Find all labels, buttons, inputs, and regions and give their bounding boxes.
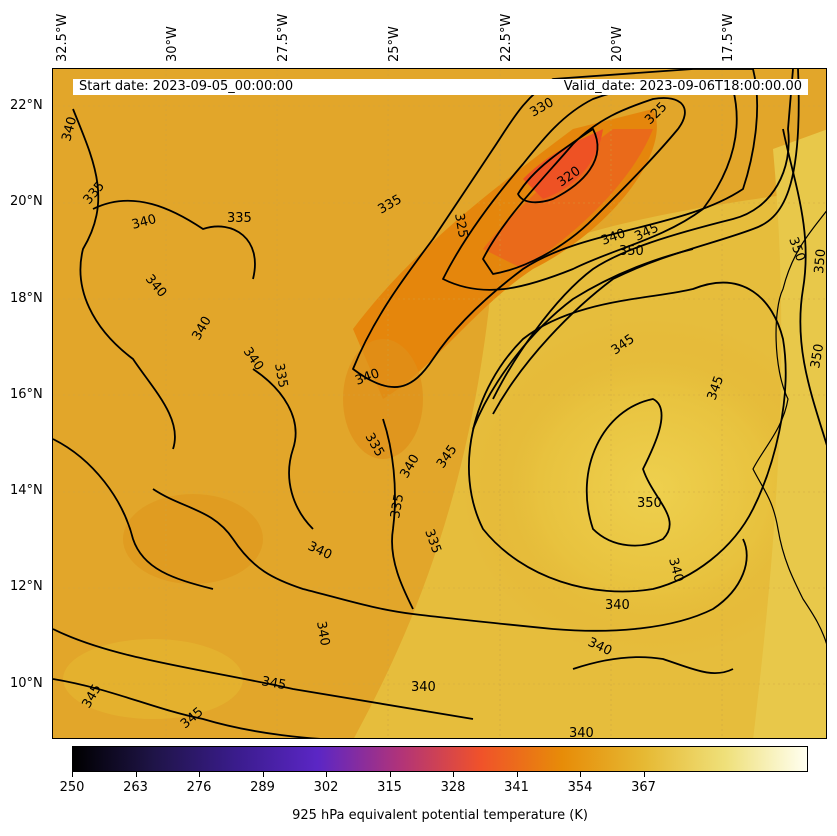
contour-label: 335 xyxy=(227,211,252,226)
colorbar-tick-label: 276 xyxy=(186,780,212,795)
contour-label: 335 xyxy=(271,362,290,389)
contour-350-storm xyxy=(585,398,671,547)
field-patch xyxy=(123,494,263,584)
contour-340-sw xyxy=(53,438,214,590)
contour-label: 350 xyxy=(808,343,827,370)
contour-label: 340 xyxy=(569,726,594,739)
colorbar-tick-label: 367 xyxy=(631,780,656,795)
lon-label-25w: 25°W xyxy=(387,26,402,62)
colorbar-tick-label: 263 xyxy=(123,780,148,795)
colorbar-tick-label: 328 xyxy=(440,780,466,795)
lon-label-30w: 30°W xyxy=(165,26,180,62)
contour-label: 340 xyxy=(665,556,686,584)
contour-350-coast xyxy=(782,128,826,446)
colorbar-tickmark xyxy=(135,772,137,777)
contour-345-south xyxy=(53,628,474,720)
field-coastal-band xyxy=(753,129,826,738)
contour-350-edge xyxy=(472,248,694,430)
contour-label: 350 xyxy=(619,244,644,259)
contour-340-se xyxy=(572,656,734,674)
colorbar-tickmark xyxy=(72,772,73,777)
contour-label: 350 xyxy=(637,496,662,511)
colorbar-tickmark xyxy=(580,772,581,777)
colorbar xyxy=(72,746,808,772)
theta-e-contours xyxy=(53,69,826,738)
contour-335-center xyxy=(382,418,414,610)
contour-325 xyxy=(482,97,686,275)
lon-label-32-5w: 32.5°W xyxy=(55,13,70,62)
lat-label-22n: 22°N xyxy=(10,98,43,113)
lat-label-12n: 12°N xyxy=(10,579,43,594)
colorbar-tick-label: 341 xyxy=(504,780,529,795)
colorbar-tick-label: 250 xyxy=(59,780,85,795)
map-canvas: 320 325 325 330 335 335 335 335 335 335 … xyxy=(53,69,827,739)
colorbar-tick-label: 302 xyxy=(313,780,339,795)
contour-label: 345 xyxy=(260,674,287,693)
lat-label-10n: 10°N xyxy=(10,676,43,691)
contour-340-center xyxy=(252,368,314,530)
field-min-core xyxy=(523,129,603,199)
contour-label: 335 xyxy=(388,493,407,520)
contour-label: 350 xyxy=(812,248,827,274)
contour-345-bottom xyxy=(53,678,322,738)
contour-345-storm xyxy=(468,281,787,593)
contour-340-west xyxy=(72,108,176,450)
valid-date-label: Valid_date: 2023-09-06T18:00:00.00 xyxy=(563,79,802,94)
lon-label-17-5w: 17.5°W xyxy=(721,13,736,62)
lat-label-20n: 20°N xyxy=(10,194,43,209)
colorbar-tickmark xyxy=(516,772,518,777)
colorbar-tickmark xyxy=(389,772,391,777)
lat-label-14n: 14°N xyxy=(10,483,43,498)
contour-335-west xyxy=(92,199,256,280)
contour-label: 340 xyxy=(411,680,436,695)
field-storm-core xyxy=(463,319,826,659)
lat-label-16n: 16°N xyxy=(10,387,43,402)
contour-335 xyxy=(352,69,758,388)
field-patch xyxy=(343,339,423,459)
lat-label-18n: 18°N xyxy=(10,291,43,306)
colorbar-tickmark xyxy=(199,772,200,777)
contour-320 xyxy=(517,128,599,204)
contour-label: 340 xyxy=(605,598,630,613)
map-panel[interactable]: 320 325 325 330 335 335 335 335 335 335 … xyxy=(52,68,827,739)
colorbar-tickmark xyxy=(643,772,645,777)
west-africa-coastline xyxy=(752,210,826,645)
start-date-label: Start date: 2023-09-05_00:00:00 xyxy=(79,79,294,94)
lon-label-22-5w: 22.5°W xyxy=(499,13,514,62)
colorbar-tick-label: 354 xyxy=(567,780,593,795)
contour-label: 340 xyxy=(130,212,158,233)
contour-label: 325 xyxy=(451,212,470,239)
colorbar-tick-label: 289 xyxy=(250,780,275,795)
colorbar-tick-label: 315 xyxy=(377,780,402,795)
lon-label-27-5w: 27.5°W xyxy=(276,13,291,62)
colorbar-label: 925 hPa equivalent potential temperature… xyxy=(292,808,588,823)
field-dry-core xyxy=(483,129,653,269)
contour-340-mid xyxy=(152,488,748,632)
lon-label-20w: 20°W xyxy=(610,26,625,62)
contour-label: 340 xyxy=(59,115,80,143)
colorbar-tickmark xyxy=(262,772,264,777)
colorbar-tickmark xyxy=(326,772,327,777)
field-patch xyxy=(63,639,243,719)
graticule xyxy=(53,69,826,738)
contour-label: 340 xyxy=(313,620,332,647)
colorbar-tickmark xyxy=(453,772,454,777)
date-banner: Start date: 2023-09-05_00:00:00 Valid_da… xyxy=(73,79,808,95)
